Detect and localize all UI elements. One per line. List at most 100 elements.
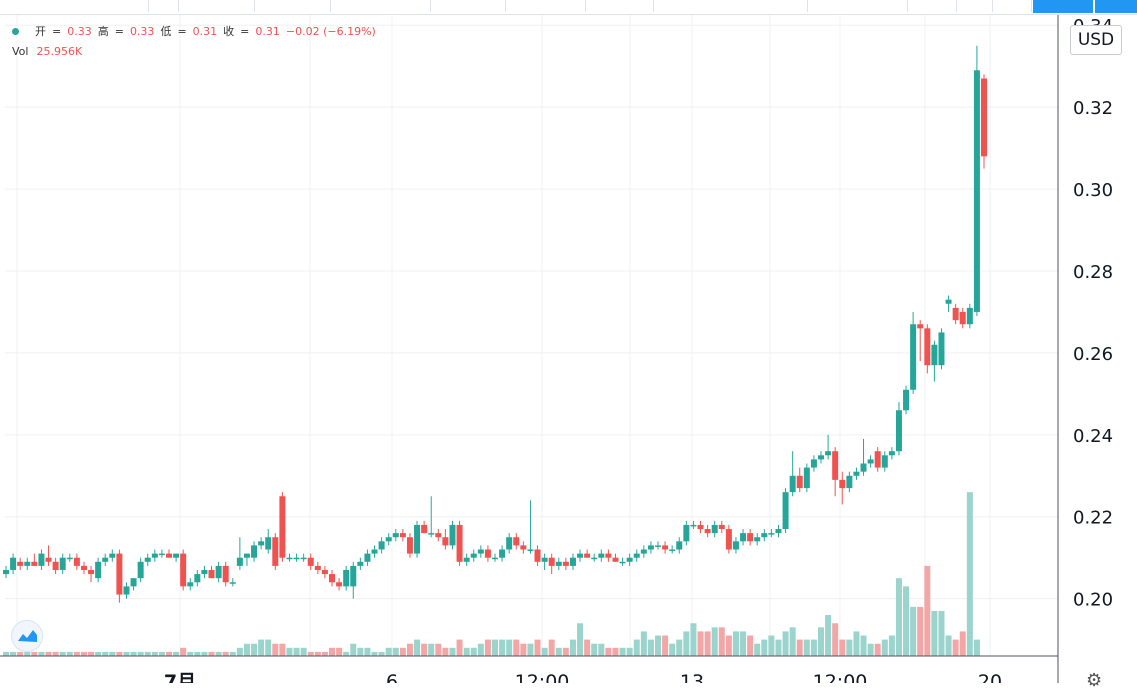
candle-body bbox=[307, 557, 314, 566]
volume-bar bbox=[449, 647, 456, 656]
candle-body bbox=[208, 569, 215, 579]
volume-bar bbox=[577, 623, 584, 656]
time-tick-label: 20 bbox=[978, 671, 1002, 683]
gear-icon[interactable]: ⚙ bbox=[1086, 670, 1103, 691]
toolbar-button[interactable] bbox=[148, 0, 179, 12]
candle-body bbox=[839, 479, 846, 489]
toolbar-button[interactable] bbox=[104, 0, 149, 12]
volume-bar bbox=[534, 639, 541, 656]
high-value: 0.33 bbox=[129, 24, 155, 38]
candle-body bbox=[477, 549, 484, 554]
toolbar-button[interactable] bbox=[585, 0, 654, 12]
currency-button[interactable]: USD bbox=[1070, 25, 1122, 55]
candle-body bbox=[399, 533, 406, 538]
volume-bar bbox=[158, 651, 165, 656]
candle-body bbox=[371, 549, 378, 554]
candle-body bbox=[336, 582, 343, 587]
candle-body bbox=[619, 561, 626, 564]
candle-body bbox=[938, 332, 945, 366]
tradingview-logo-icon[interactable] bbox=[11, 620, 43, 652]
candle-body bbox=[789, 475, 796, 493]
low-value: 0.31 bbox=[192, 24, 218, 38]
candle-body bbox=[499, 549, 506, 558]
toolbar-button[interactable] bbox=[178, 0, 255, 12]
volume-bar bbox=[3, 651, 9, 656]
candle-body bbox=[321, 569, 328, 575]
candle-body bbox=[591, 557, 598, 560]
candle-body bbox=[973, 70, 980, 312]
candle-body bbox=[279, 496, 286, 558]
publish-button[interactable] bbox=[1033, 0, 1093, 13]
candle-body bbox=[38, 553, 45, 566]
toolbar-button[interactable] bbox=[505, 0, 586, 12]
volume-bar bbox=[151, 651, 158, 656]
candle-body bbox=[151, 553, 158, 558]
candle-body bbox=[137, 561, 144, 579]
candle-body bbox=[846, 475, 853, 489]
candle-body bbox=[3, 569, 9, 575]
settings-icon[interactable] bbox=[918, 0, 957, 12]
candle-body bbox=[17, 561, 24, 566]
candle-body bbox=[626, 557, 633, 562]
volume-bar bbox=[910, 606, 917, 656]
candle-body bbox=[796, 475, 803, 489]
account-icon[interactable] bbox=[1095, 0, 1137, 13]
volume-bar bbox=[718, 627, 725, 656]
toolbar-button[interactable] bbox=[330, 0, 431, 12]
volume-bar bbox=[711, 627, 718, 656]
volume-bar bbox=[506, 639, 513, 656]
candle-body bbox=[300, 557, 307, 560]
volume-bar bbox=[109, 651, 116, 656]
candle-body bbox=[931, 344, 938, 366]
volume-bar bbox=[329, 647, 335, 656]
volume-bar bbox=[810, 639, 817, 656]
candle-body bbox=[428, 533, 435, 535]
volume-bar bbox=[243, 643, 250, 656]
volume-bar bbox=[88, 651, 95, 656]
volume-bar bbox=[839, 639, 846, 656]
toolbar-button[interactable] bbox=[779, 0, 808, 12]
volume-bar bbox=[236, 647, 243, 656]
volume-bar bbox=[860, 635, 867, 656]
time-tick-label: 13 bbox=[680, 671, 704, 683]
volume-bar bbox=[626, 647, 633, 656]
candle-body bbox=[414, 524, 421, 554]
time-tick-label: 7月 bbox=[164, 671, 196, 683]
candle-body bbox=[853, 471, 860, 476]
screenshot-icon[interactable] bbox=[995, 0, 1032, 12]
volume-bar bbox=[208, 651, 215, 656]
volume-bar bbox=[903, 586, 910, 656]
volume-bar bbox=[364, 647, 371, 656]
volume-bar bbox=[123, 651, 130, 656]
toolbar-button[interactable] bbox=[430, 0, 506, 12]
volume-bar bbox=[470, 647, 477, 656]
volume-bar bbox=[173, 651, 180, 656]
candle-body bbox=[874, 451, 881, 468]
toolbar-button[interactable] bbox=[254, 0, 331, 12]
volume-bar bbox=[371, 651, 378, 656]
volume-bar bbox=[966, 492, 973, 656]
candle-body bbox=[166, 553, 172, 558]
toolbar-button[interactable] bbox=[807, 0, 908, 12]
candle-body bbox=[109, 553, 116, 558]
candle-body bbox=[704, 529, 711, 534]
candle-body bbox=[116, 553, 123, 595]
volume-bar bbox=[662, 635, 669, 656]
volume-bar bbox=[938, 610, 945, 656]
candle-body bbox=[832, 451, 839, 480]
candle-body bbox=[484, 549, 491, 558]
volume-bar bbox=[768, 635, 775, 656]
candle-body bbox=[903, 389, 910, 411]
volume-bar bbox=[555, 647, 562, 656]
volume-bar bbox=[293, 647, 300, 656]
volume-bar bbox=[874, 643, 881, 656]
fullscreen-icon[interactable] bbox=[956, 0, 993, 12]
volume-bar bbox=[477, 643, 484, 656]
volume-bar bbox=[895, 578, 902, 656]
candle-body bbox=[31, 561, 38, 566]
volume-bar bbox=[669, 643, 676, 656]
candle-body bbox=[655, 545, 661, 547]
candle-body bbox=[690, 524, 697, 527]
volume-bar bbox=[300, 647, 307, 656]
